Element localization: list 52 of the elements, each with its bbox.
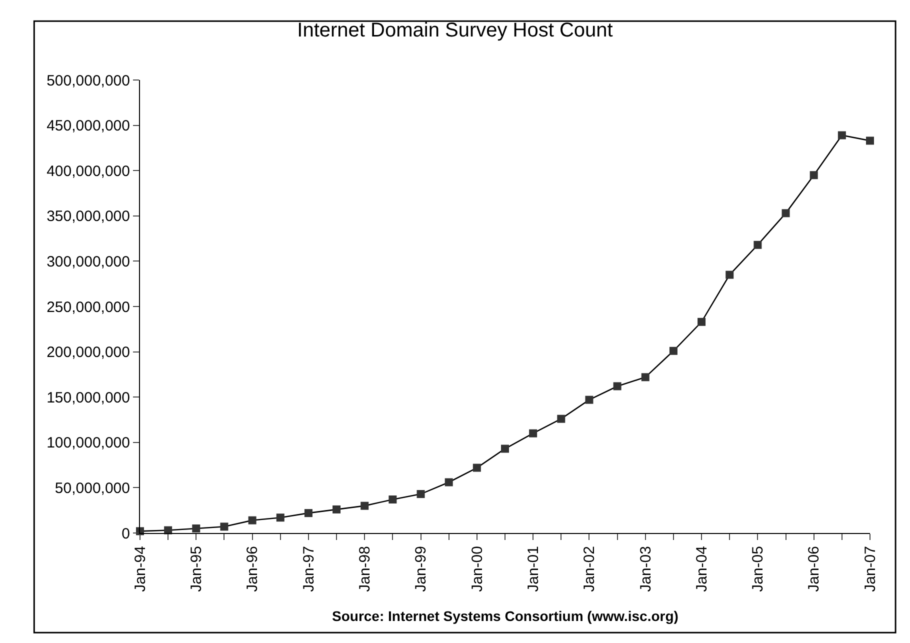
- x-tick-label: Jan-06: [806, 546, 823, 592]
- point: [782, 209, 790, 218]
- point: [332, 505, 341, 514]
- point: [838, 131, 846, 140]
- point: [388, 495, 397, 504]
- y-tick-label: 500,000,000: [46, 72, 130, 90]
- x-tick-label: Jan-97: [300, 546, 318, 592]
- point: [276, 514, 284, 522]
- y-tick-label: 0: [122, 525, 130, 542]
- point: [529, 429, 538, 438]
- y-tick-label: 300,000,000: [46, 253, 130, 270]
- point: [304, 509, 312, 518]
- x-tick-label: Jan-03: [637, 546, 654, 592]
- y-tick-label: 200,000,000: [46, 344, 130, 362]
- y-tick-label: 150,000,000: [46, 389, 130, 406]
- point: [754, 240, 762, 249]
- point: [472, 464, 481, 472]
- y-tick-label: 400,000,000: [46, 162, 130, 180]
- point: [585, 396, 594, 404]
- x-tick-label: Jan-05: [750, 546, 767, 592]
- x-tick-label: Jan-96: [244, 546, 262, 592]
- x-tick-label: Jan-07: [862, 546, 879, 592]
- y-tick-label: 450,000,000: [46, 118, 130, 135]
- x-tick-label: Jan-94: [132, 546, 149, 592]
- point: [444, 478, 453, 486]
- point: [192, 524, 200, 532]
- x-tick-label: Jan-99: [412, 546, 430, 592]
- point: [613, 382, 622, 390]
- y-tick-label: 350,000,000: [46, 208, 130, 226]
- y-tick-label: 250,000,000: [46, 298, 130, 316]
- point: [220, 522, 228, 531]
- point: [557, 414, 566, 423]
- point: [248, 516, 256, 524]
- source-note: Source: Internet Systems Consortium (www.isc.org): [332, 608, 678, 624]
- x-tick-label: Jan-98: [356, 546, 374, 592]
- x-tick-label: Jan-02: [581, 546, 598, 592]
- point: [669, 346, 678, 355]
- y-tick-label: 50,000,000: [54, 480, 130, 497]
- point: [416, 490, 425, 498]
- x-tick-label: Jan-95: [188, 546, 206, 592]
- point: [501, 444, 509, 453]
- chart-title: Internet Domain Survey Host Count: [297, 20, 614, 42]
- x-tick-label: Jan-04: [693, 546, 710, 592]
- point: [810, 171, 818, 180]
- point: [698, 318, 706, 326]
- point: [641, 373, 650, 382]
- point: [360, 502, 369, 510]
- x-tick-label: Jan-01: [524, 546, 542, 592]
- point: [866, 136, 874, 145]
- point: [726, 270, 734, 279]
- x-tick-label: Jan-00: [468, 546, 486, 592]
- y-tick-label: 100,000,000: [46, 434, 130, 452]
